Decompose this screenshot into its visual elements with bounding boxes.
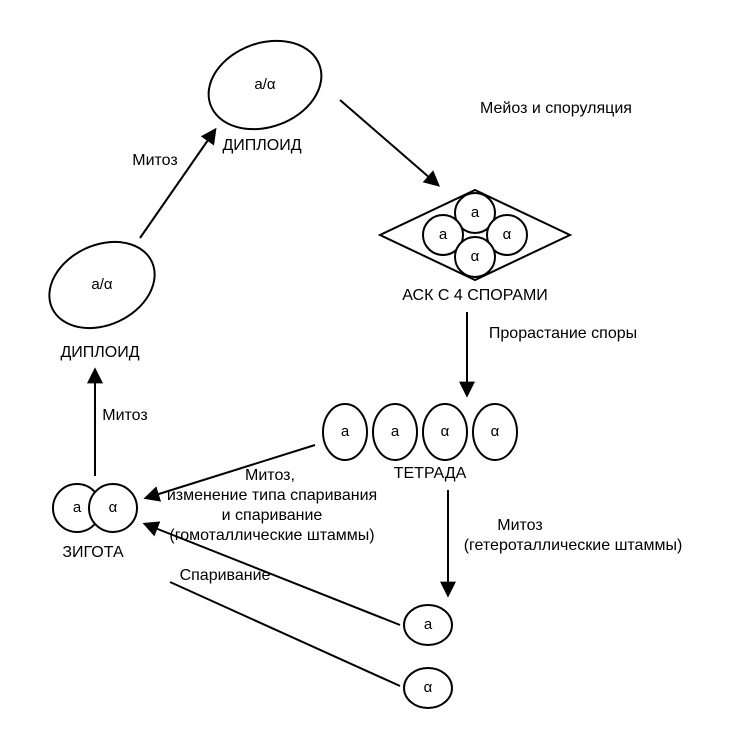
label-mating: Спаривание — [180, 567, 271, 584]
label-hetero-2: (гетероталлические штаммы) — [464, 537, 683, 554]
node-diploid-left: a/α ДИПЛОИД — [35, 226, 169, 361]
node-haploid-alpha: α — [404, 668, 452, 708]
tetrad-label: ТЕТРАДА — [394, 465, 467, 482]
node-haploid-a: a — [404, 605, 452, 645]
label-homothallic-1: Митоз, — [245, 467, 295, 484]
edge-meiosis — [340, 100, 438, 185]
edge-mitosis-left — [140, 130, 215, 238]
haploid-a-inner: a — [424, 616, 433, 633]
label-hetero-1: Митоз — [497, 517, 542, 534]
node-ascus: a a α α АСК С 4 СПОРАМИ — [380, 190, 570, 304]
edge-labels: Митоз Мейоз и споруляция Прорастание спо… — [102, 100, 682, 584]
zygote-right-inner: α — [109, 499, 118, 516]
node-tetrad: a a α α ТЕТРАДА — [323, 404, 517, 482]
zygote-left-inner: a — [73, 499, 82, 516]
ascus-spore-label: α — [471, 248, 480, 265]
label-meiosis: Мейоз и споруляция — [480, 100, 632, 117]
label-homothallic-3: и спаривание — [222, 507, 323, 524]
label-mitosis-zygote: Митоз — [102, 407, 147, 424]
diploid-left-label: ДИПЛОИД — [60, 344, 139, 361]
diploid-left-inner: a/α — [91, 276, 113, 293]
ascus-label: АСК С 4 СПОРАМИ — [402, 287, 548, 304]
node-zygote: a α ЗИГОТА — [53, 484, 137, 561]
node-diploid-top: a/α ДИПЛОИД — [196, 26, 334, 154]
ascus-spore-label: a — [471, 204, 480, 221]
tetrad-cell-label: a — [341, 423, 350, 440]
diploid-top-inner: a/α — [254, 76, 276, 93]
label-homothallic-4: (гомоталлические штаммы) — [169, 527, 374, 544]
label-germination: Прорастание споры — [489, 325, 637, 342]
edges — [95, 100, 467, 686]
ascus-spore-label: a — [439, 226, 448, 243]
zygote-label: ЗИГОТА — [62, 544, 124, 561]
tetrad-cell-label: a — [391, 423, 400, 440]
yeast-lifecycle-diagram: a/α ДИПЛОИД a/α ДИПЛОИД a α ЗИГОТА a a α α … — [0, 0, 738, 737]
label-homothallic-2: изменение типа спаривания — [167, 487, 377, 504]
diploid-top-label: ДИПЛОИД — [222, 137, 301, 154]
ascus-spore-label: α — [503, 226, 512, 243]
label-mitosis-left: Митоз — [132, 152, 177, 169]
tetrad-cell-label: α — [491, 423, 500, 440]
haploid-alpha-inner: α — [424, 679, 433, 696]
edge-mating-alpha — [170, 582, 400, 686]
tetrad-cell-label: α — [441, 423, 450, 440]
